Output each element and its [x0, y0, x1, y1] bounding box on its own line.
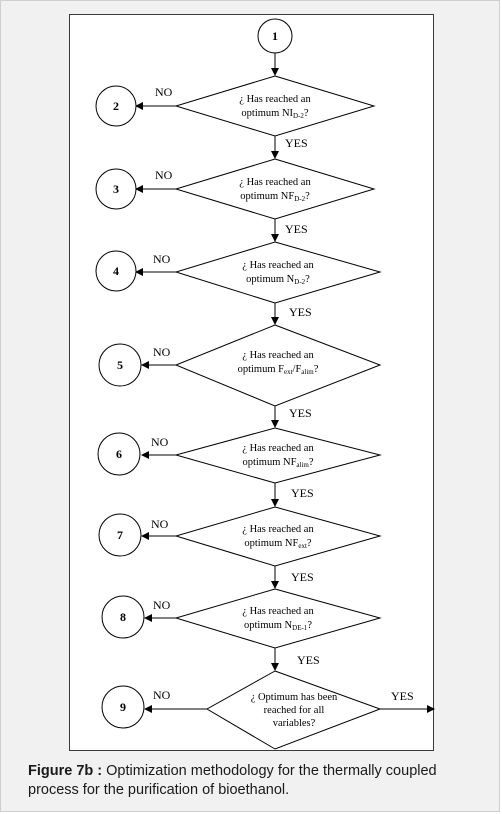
- process-node-label: 3: [113, 182, 119, 196]
- process-node-2: [95, 85, 137, 127]
- start-node-label: 1: [272, 29, 278, 43]
- decision-diamond: [174, 158, 376, 220]
- process-node-4: [95, 250, 137, 292]
- decision-question-line2: optimum NFD-2?: [240, 191, 310, 203]
- process-node-9: [101, 685, 145, 729]
- process-node-label: 4: [113, 264, 119, 278]
- decision-question-line1: ¿ Has reached an: [242, 443, 314, 454]
- decision-question-line1: ¿ Has reached an: [242, 606, 314, 617]
- process-node-label: 9: [120, 700, 126, 714]
- process-node-label: 2: [113, 99, 119, 113]
- decision-diamond: [174, 427, 382, 484]
- start-node: 1: [257, 18, 293, 54]
- decision-step-3: ¿ Has reached an optimum NFD-2? NO 3 YES: [95, 158, 376, 242]
- decision-question-line1: ¿ Has reached an: [242, 524, 314, 535]
- decision-question-line2: optimum NDE-1?: [244, 620, 312, 632]
- decision-question-line2: optimum Fext/Falim?: [238, 364, 319, 376]
- edge-yes-label: YES: [285, 136, 308, 150]
- decision-question-line2: optimum NFalim?: [242, 457, 313, 469]
- decision-diamond: [174, 506, 382, 567]
- edge-yes-label: YES: [291, 486, 314, 500]
- decision-step-5: ¿ Has reached an optimum Fext/Falim? NO …: [98, 324, 382, 428]
- decision-step-6: ¿ Has reached an optimum NFalim? NO 6 YE…: [97, 427, 382, 507]
- caption-text: Optimization methodology for the thermal…: [28, 763, 437, 798]
- decision-diamond: [174, 588, 382, 649]
- decision-question-line1: ¿ Has reached an: [239, 94, 311, 105]
- decision-final: ¿ Optimum has been reached for all varia…: [101, 670, 435, 750]
- process-node-label: 7: [117, 528, 123, 542]
- final-question-line3: variables?: [273, 718, 316, 729]
- edge-yes-label: YES: [285, 222, 308, 236]
- caption-label: Figure 7b :: [28, 763, 103, 779]
- edge-no-label: NO: [151, 517, 169, 531]
- edge-yes-label: YES: [289, 406, 312, 420]
- process-node-label: 8: [120, 610, 126, 624]
- edge-no-label: NO: [155, 168, 173, 182]
- decision-step-4: ¿ Has reached an optimum ND-2? NO 4 YES: [95, 241, 382, 325]
- decision-question-line1: ¿ Has reached an: [242, 350, 314, 361]
- edge-yes-label: YES: [391, 689, 414, 703]
- decision-question-line2: optimum NFext?: [244, 538, 312, 550]
- figure-caption: Figure 7b : Optimization methodology for…: [28, 762, 488, 800]
- edge-no-label: NO: [153, 598, 171, 612]
- decision-question-line2: optimum ND-2?: [246, 274, 310, 286]
- final-question-line2: reached for all: [264, 705, 325, 716]
- process-node-label: 5: [117, 358, 123, 372]
- flowchart-box: 1 ¿ Has reached an optimum NID-2? NO 2 Y…: [69, 14, 435, 751]
- process-node-3: [95, 168, 137, 210]
- edge-no-label: NO: [153, 345, 171, 359]
- process-node-8: [101, 595, 145, 639]
- process-node-6: [97, 432, 141, 476]
- decision-question-line1: ¿ Has reached an: [242, 260, 314, 271]
- process-node-5: [98, 343, 142, 387]
- final-question-line1: ¿ Optimum has been: [251, 692, 338, 703]
- decision-diamond: [174, 75, 376, 137]
- edge-no-label: NO: [151, 435, 169, 449]
- decision-step-7: ¿ Has reached an optimum NFext? NO 7 YES: [98, 506, 382, 589]
- flowchart-diagram: 1 ¿ Has reached an optimum NID-2? NO 2 Y…: [95, 18, 435, 750]
- process-node-label: 6: [116, 447, 122, 461]
- edge-yes-label: YES: [291, 570, 314, 584]
- edge-yes-label: YES: [297, 653, 320, 667]
- decision-question-line2: optimum NID-2?: [241, 108, 309, 120]
- edge-no-label: NO: [153, 252, 171, 266]
- decision-diamond: [174, 241, 382, 304]
- decision-step-8: ¿ Has reached an optimum NDE-1? NO 8 YES: [101, 588, 382, 671]
- decision-question-line1: ¿ Has reached an: [239, 177, 311, 188]
- edge-no-label: NO: [153, 688, 171, 702]
- process-node-7: [98, 513, 142, 557]
- edge-yes-label: YES: [289, 305, 312, 319]
- decision-step-2: ¿ Has reached an optimum NID-2? NO 2 YES: [95, 75, 376, 159]
- decision-diamond: [205, 670, 382, 750]
- edge-no-label: NO: [155, 85, 173, 99]
